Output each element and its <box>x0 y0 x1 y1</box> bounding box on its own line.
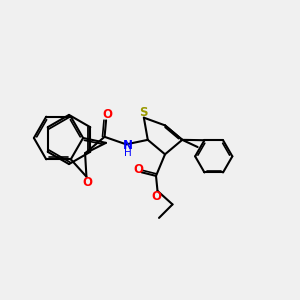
Text: H: H <box>124 148 131 158</box>
Text: O: O <box>151 190 161 203</box>
Text: O: O <box>103 108 112 122</box>
Text: O: O <box>82 176 92 189</box>
Text: S: S <box>140 106 148 119</box>
Text: O: O <box>133 164 143 176</box>
Text: N: N <box>123 139 133 152</box>
